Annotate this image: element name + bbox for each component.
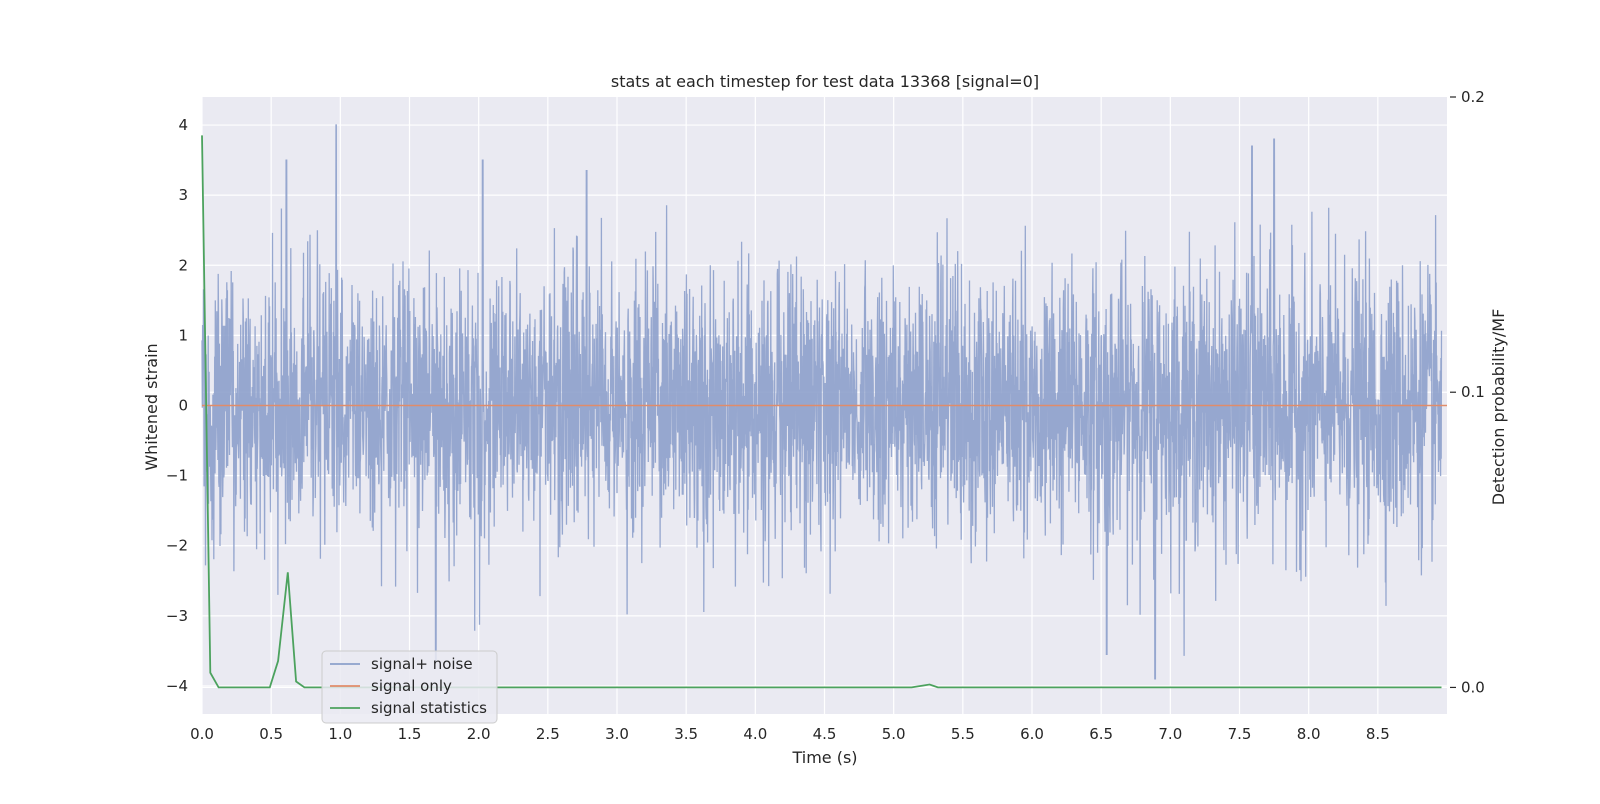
legend: signal+ noise signal only signal statist… [321,650,498,724]
y-tick-label: −3 [166,607,188,625]
x-tick-label: 5.5 [951,725,975,743]
x-tick-label: 2.0 [467,725,491,743]
x-axis-ticks: 0.0 0.5 1.0 1.5 2.0 2.5 3.0 3.5 4.0 4.5 5.0 5.5 6.0 6… [190,725,1390,743]
x-tick-label: 3.5 [674,725,698,743]
y-tick-label: 2 [178,256,188,274]
x-tick-label: 1.5 [398,725,422,743]
x-tick-label: 7.5 [1228,725,1252,743]
x-tick-label: 1.0 [328,725,352,743]
x-tick-label: 8.5 [1366,725,1390,743]
x-axis-label: Time (s) [791,748,857,767]
y2-tick-label: 0.2 [1461,88,1485,106]
y2-tick-label: 0.1 [1461,383,1485,401]
x-tick-label: 3.0 [605,725,629,743]
signal-statistics-line [201,135,1442,689]
y2-tick-label: 0.0 [1461,678,1485,696]
legend-label-signal-statistics: signal statistics [371,699,487,717]
series-signal-noise [201,124,1443,680]
chart-title: stats at each timestep for test data 133… [611,72,1039,91]
x-tick-label: 6.5 [1089,725,1113,743]
y-axis-ticks: 4 3 2 1 0 −1 −2 −3 −4 [166,116,188,695]
series-signal-statistics [201,135,1442,689]
x-tick-label: 0.0 [190,725,214,743]
y-tick-label: 3 [178,186,188,204]
x-tick-label: 2.5 [536,725,560,743]
y-tick-label: 0 [178,397,188,415]
signal-noise-line [201,124,1443,680]
y-tick-label: 4 [178,116,188,134]
x-tick-label: 5.0 [882,725,906,743]
legend-box [321,650,498,724]
y-tick-label: 1 [178,326,188,344]
y-tick-label: −1 [166,467,188,485]
legend-label-signal-noise: signal+ noise [371,655,473,673]
x-tick-label: 4.5 [813,725,837,743]
x-tick-label: 8.0 [1297,725,1321,743]
legend-label-signal-only: signal only [371,677,452,695]
y-axis-label: Whitened strain [142,343,161,470]
y-tick-label: −2 [166,537,188,555]
x-tick-label: 6.0 [1020,725,1044,743]
y-tick-label: −4 [166,677,188,695]
x-tick-label: 7.0 [1158,725,1182,743]
y2-axis-ticks: 0.2 0.1 0.0 [1450,88,1485,696]
x-tick-label: 0.5 [259,725,283,743]
y2-axis-label: Detection probability/MF [1489,309,1508,506]
x-tick-label: 4.0 [743,725,767,743]
